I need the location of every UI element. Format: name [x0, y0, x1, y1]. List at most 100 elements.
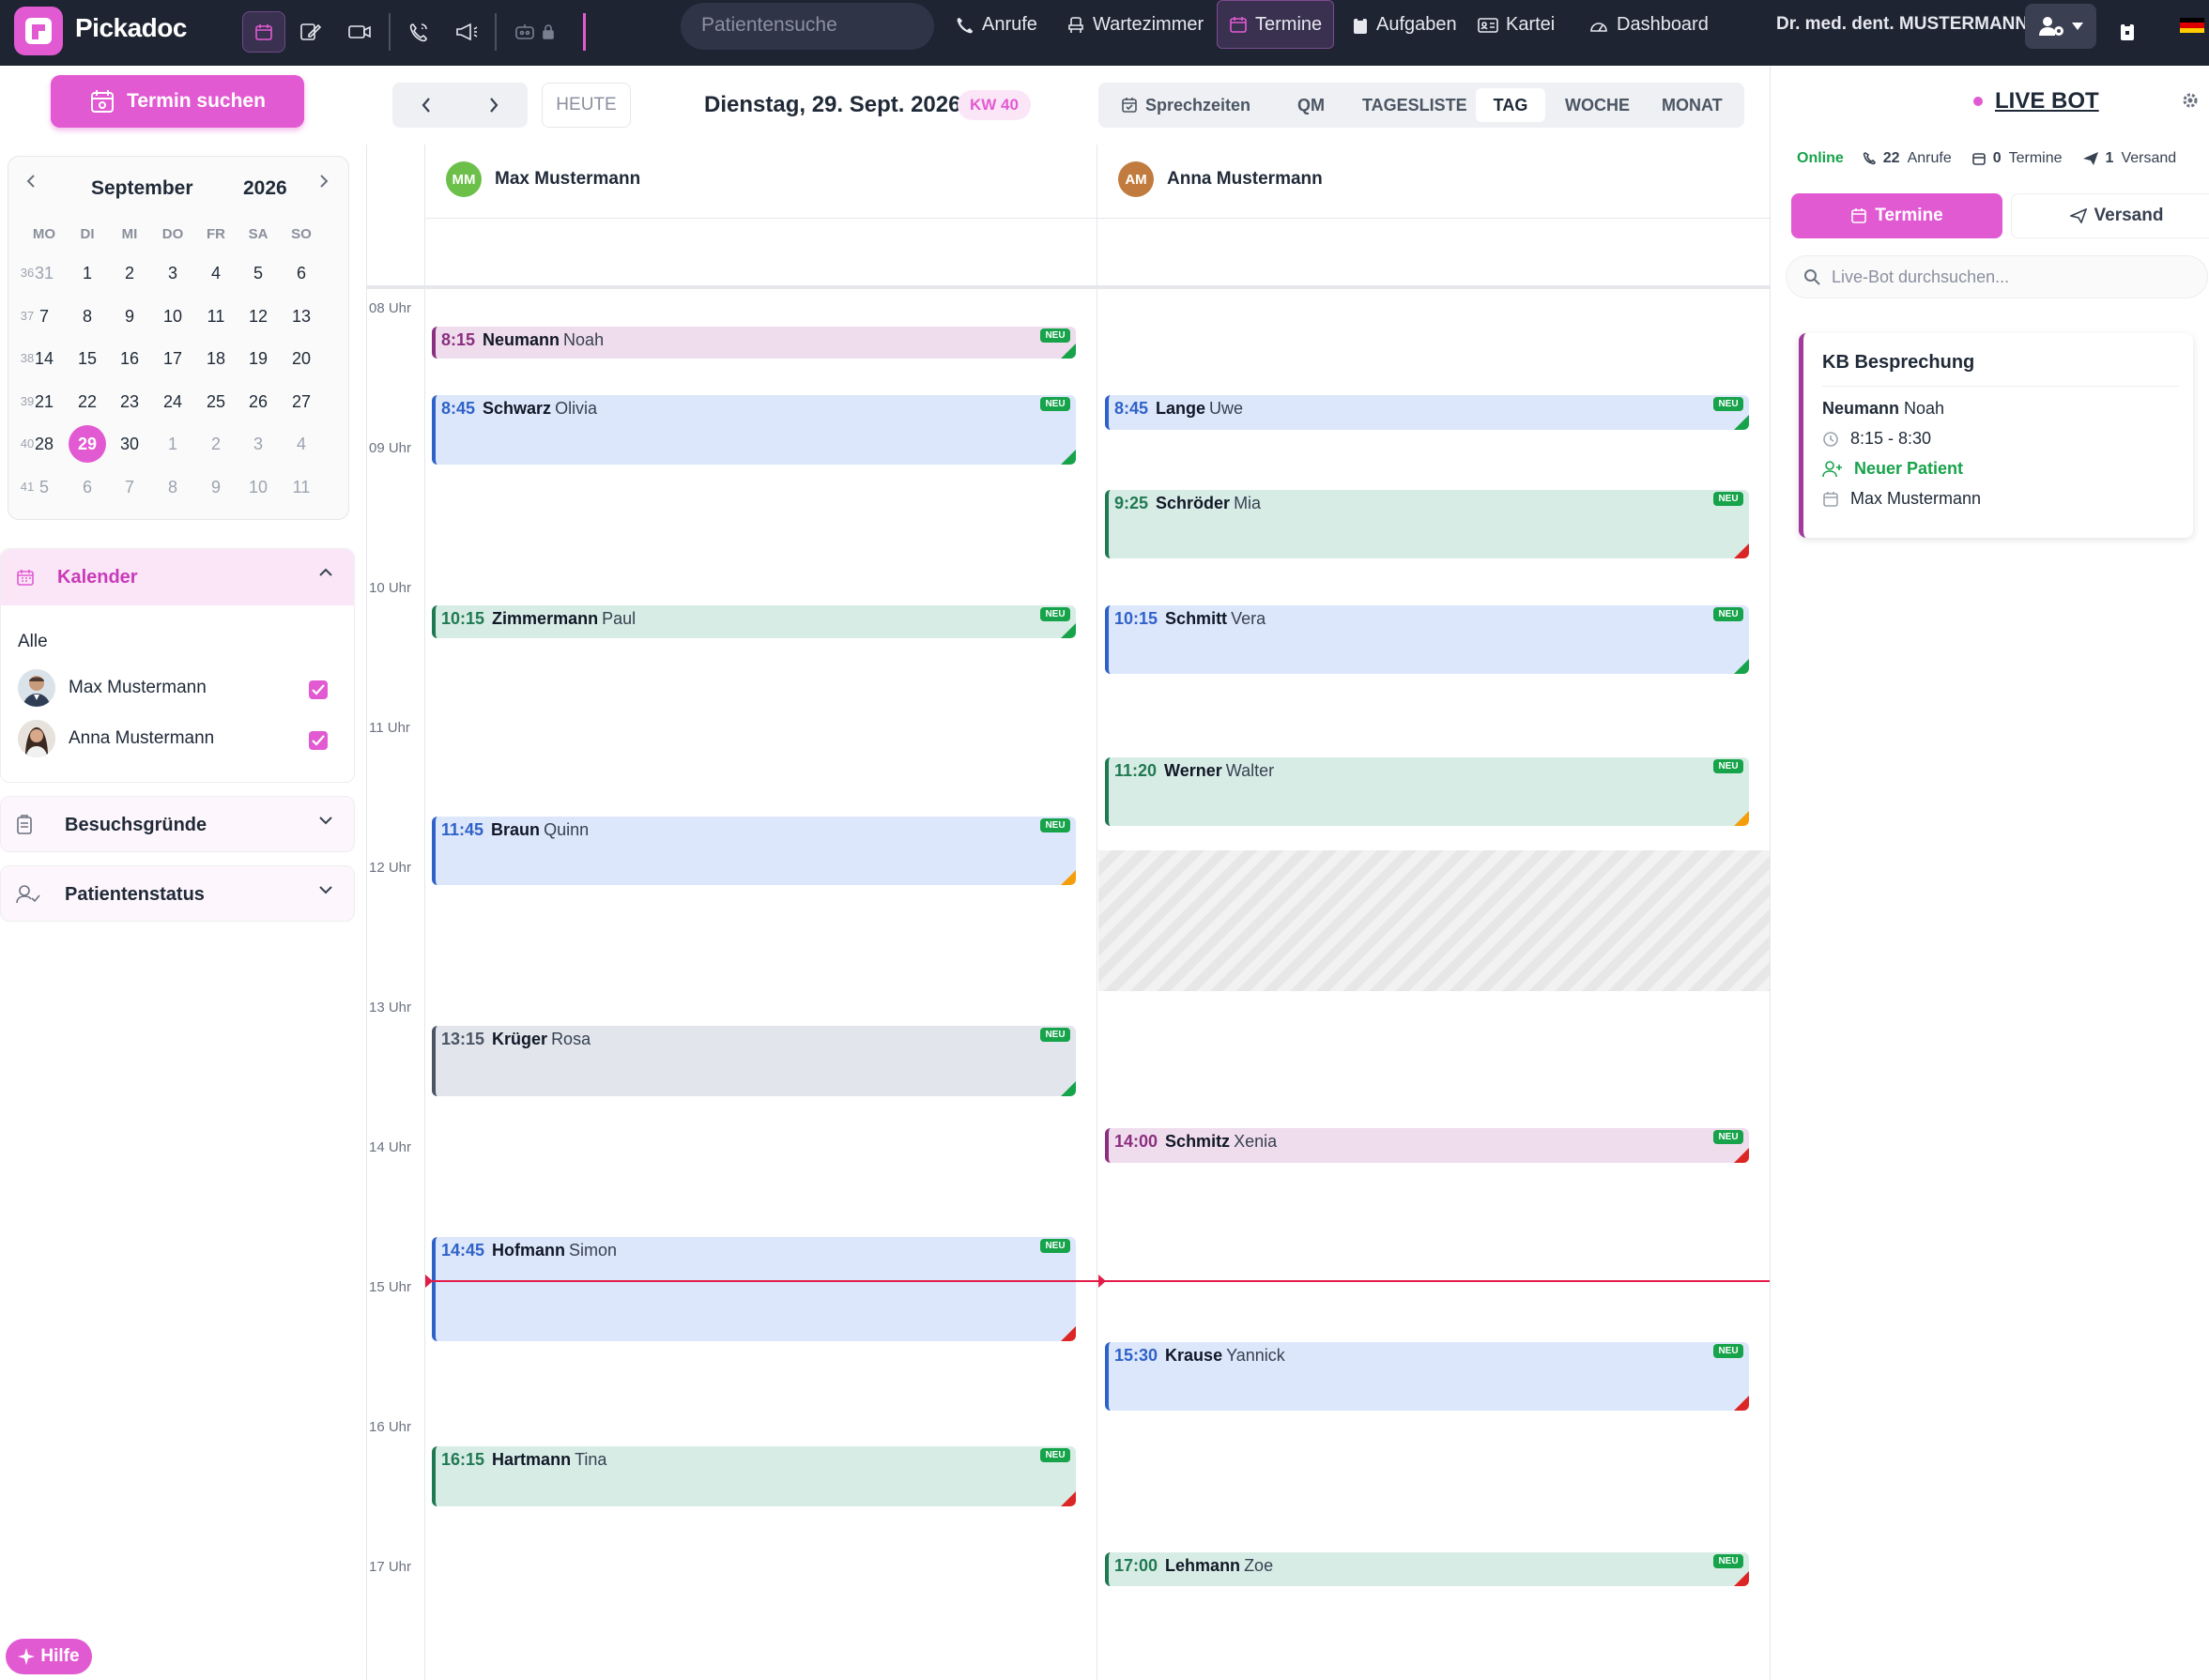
mini-day[interactable]: 10 [248, 477, 268, 496]
video-icon[interactable] [338, 11, 381, 53]
mini-day[interactable]: 23 [119, 391, 140, 411]
prev-day-button[interactable] [421, 97, 432, 114]
live-bot-card[interactable]: KB Besprechung Neumann Noah 8:15 - 8:30 … [1799, 333, 2193, 538]
mini-day[interactable]: 8 [167, 477, 177, 496]
nav-aufgaben[interactable]: Aufgaben [1341, 0, 1468, 50]
nav-anrufe[interactable]: Anrufe [944, 0, 1049, 50]
settings-gear-icon[interactable] [2182, 92, 2199, 109]
mini-day[interactable]: 7 [38, 306, 49, 326]
german-flag-icon[interactable] [2180, 18, 2204, 33]
mini-day[interactable]: 17 [162, 349, 183, 368]
prev-month-button[interactable] [25, 174, 37, 189]
nav-dashboard[interactable]: Dashboard [1577, 0, 1720, 50]
mini-day[interactable]: 1 [82, 264, 92, 283]
kalender-header[interactable]: Kalender [1, 549, 354, 605]
view-sprechzeiten[interactable]: Sprechzeiten [1112, 88, 1260, 122]
appointment[interactable]: 16:15 Hartmann Tina NEU [432, 1446, 1076, 1506]
mini-day[interactable]: 9 [210, 477, 221, 496]
mini-day[interactable]: 6 [82, 477, 92, 496]
mini-day[interactable]: 10 [162, 306, 183, 326]
tab-versand[interactable]: Versand [2011, 193, 2209, 238]
view-tag[interactable]: TAG [1476, 88, 1545, 122]
live-bot-title[interactable]: LIVE BOT [1995, 88, 2099, 114]
next-day-button[interactable] [488, 97, 499, 114]
mini-day[interactable]: 7 [124, 477, 134, 496]
mini-day[interactable]: 21 [34, 391, 54, 411]
mini-year[interactable]: 2026 [243, 177, 287, 199]
view-tagesliste[interactable]: TAGESLISTE [1353, 88, 1477, 122]
max-checkbox[interactable] [309, 680, 328, 699]
mini-day[interactable]: 26 [248, 391, 268, 411]
mini-day[interactable]: 14 [34, 349, 54, 368]
mini-day[interactable]: 12 [248, 306, 268, 326]
mini-day[interactable]: 24 [162, 391, 183, 411]
mini-day[interactable]: 19 [248, 349, 268, 368]
appointment[interactable]: 8:45 Lange Uwe NEU [1105, 395, 1749, 430]
clipboard-icon[interactable] [2107, 11, 2148, 53]
mini-day[interactable]: 3 [167, 264, 177, 283]
megaphone-icon[interactable] [445, 11, 488, 53]
appointment[interactable]: 15:30 Krause Yannick NEU [1105, 1342, 1749, 1411]
mini-day[interactable]: 31 [34, 264, 54, 283]
mini-day[interactable]: 8 [82, 306, 92, 326]
next-month-button[interactable] [318, 174, 330, 189]
nav-termine[interactable]: Termine [1217, 0, 1335, 49]
appointment[interactable]: 14:45 Hofmann Simon NEU [432, 1237, 1076, 1341]
kalender-all-label[interactable]: Alle [18, 632, 48, 651]
mini-day[interactable]: 15 [77, 349, 98, 368]
appointment[interactable]: 8:45 Schwarz Olivia NEU [432, 395, 1076, 465]
appointment[interactable]: 17:00 Lehmann Zoe NEU [1105, 1552, 1749, 1586]
mini-day[interactable]: 5 [38, 477, 49, 496]
tab-termine[interactable]: Termine [1791, 193, 2002, 238]
termin-suchen-button[interactable]: Termin suchen [51, 75, 304, 128]
pickadoc-logo-icon[interactable] [14, 7, 63, 55]
mini-day[interactable]: 25 [206, 391, 226, 411]
mini-day[interactable]: 16 [119, 349, 140, 368]
mini-day[interactable]: 2 [124, 264, 134, 283]
appointment[interactable]: 11:20 Werner Walter NEU [1105, 757, 1749, 826]
mini-day[interactable]: 5 [253, 264, 263, 283]
user-menu-button[interactable] [2025, 4, 2096, 49]
mini-day[interactable]: 1 [167, 435, 177, 453]
appointment[interactable]: 14:00 Schmitz Xenia NEU [1105, 1128, 1749, 1163]
nav-wartezimmer[interactable]: Wartezimmer [1055, 0, 1215, 50]
mini-day[interactable]: 4 [296, 435, 306, 453]
hilfe-button[interactable]: Hilfe [6, 1639, 92, 1674]
mini-day[interactable]: 18 [206, 349, 226, 368]
nav-kartei[interactable]: Kartei [1466, 0, 1566, 50]
appointment[interactable]: 8:15 Neumann Noah NEU [432, 327, 1076, 359]
mini-day[interactable]: 9 [124, 306, 134, 326]
besuchsgruende-panel[interactable]: Besuchsgründe [0, 796, 355, 852]
patientenstatus-header[interactable]: Patientenstatus [1, 866, 354, 923]
mini-day[interactable]: 22 [77, 391, 98, 411]
mini-day[interactable]: 2 [210, 435, 221, 453]
kalender-item-anna[interactable]: Anna Mustermann [18, 720, 214, 757]
mini-day[interactable]: 20 [291, 349, 312, 368]
mini-day[interactable]: 11 [207, 306, 225, 326]
mini-day[interactable]: 3 [253, 435, 263, 453]
phone-ai-icon[interactable] [398, 11, 441, 53]
mini-day[interactable]: 4 [210, 264, 221, 283]
view-qm[interactable]: QM [1288, 88, 1334, 122]
mini-day[interactable]: 28 [34, 435, 54, 453]
mini-day[interactable]: 27 [291, 391, 312, 411]
mini-day[interactable]: 13 [291, 306, 312, 326]
live-bot-search-input[interactable]: Live-Bot durchsuchen... [1786, 255, 2208, 298]
appointment[interactable]: 11:45 Braun Quinn NEU [432, 817, 1076, 885]
kalender-item-max[interactable]: Max Mustermann [18, 669, 207, 707]
mini-day[interactable]: 11 [292, 477, 311, 496]
patientenstatus-panel[interactable]: Patientenstatus [0, 865, 355, 922]
appointment[interactable]: 13:15 Krüger Rosa NEU [432, 1026, 1076, 1096]
mini-month[interactable]: September [91, 177, 193, 199]
mini-day[interactable]: 6 [296, 264, 306, 283]
mini-day[interactable]: 29 [69, 425, 106, 463]
anna-checkbox[interactable] [309, 731, 328, 750]
view-monat[interactable]: MONAT [1652, 88, 1732, 122]
patient-search-input[interactable]: Patientensuche [681, 3, 934, 50]
view-woche[interactable]: WOCHE [1556, 88, 1639, 122]
heute-button[interactable]: HEUTE [542, 83, 631, 128]
appointment[interactable]: 9:25 Schröder Mia NEU [1105, 490, 1749, 558]
edit-note-icon[interactable] [289, 11, 332, 53]
appointment[interactable]: 10:15 Zimmermann Paul NEU [432, 605, 1076, 638]
appointment[interactable]: 10:15 Schmitt Vera NEU [1105, 605, 1749, 674]
